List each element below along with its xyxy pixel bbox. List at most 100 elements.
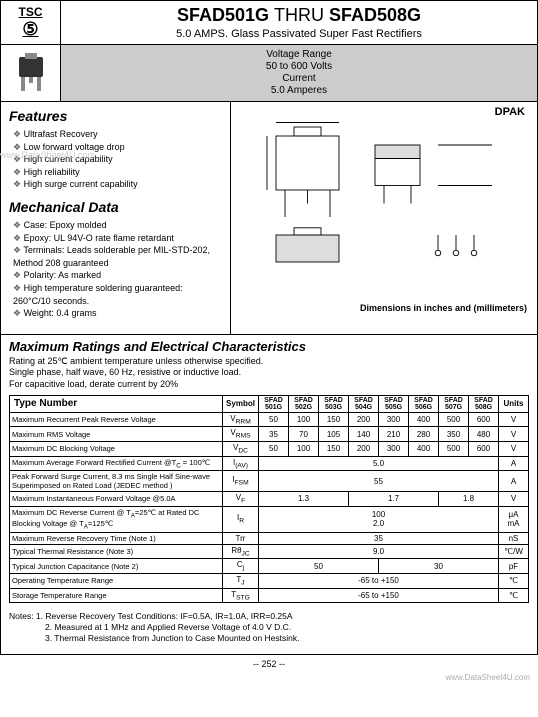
unit-cell: V <box>499 492 529 507</box>
unit-cell: ℃ <box>499 588 529 603</box>
dpak-label: DPAK <box>235 106 533 118</box>
table-header-row: Type NumberSymbolSFAD501GSFAD502GSFAD503… <box>10 395 529 412</box>
table-row: Maximum RMS VoltageVRMS35701051402102803… <box>10 427 529 442</box>
value-cell: 210 <box>379 427 409 442</box>
dimensions-note: Dimensions in inches and (millimeters) <box>235 301 533 315</box>
param-cell: Maximum Reverse Recovery Time (Note 1) <box>10 532 223 544</box>
value-cell: 5.0 <box>259 456 499 471</box>
table-row: Typical Thermal Resistance (Note 3)RθJC9… <box>10 544 529 559</box>
value-cell: -65 to +150 <box>259 573 499 588</box>
vr-value-2: 5.0 Amperes <box>65 85 533 97</box>
title-part-a: SFAD501G <box>177 5 269 25</box>
value-cell: 1002.0 <box>259 506 499 532</box>
symbol-cell: VF <box>223 492 259 507</box>
watermark-right: www.DataSheet4U.com <box>0 673 538 682</box>
value-cell: 140 <box>349 427 379 442</box>
table-row: Peak Forward Surge Current, 8.3 ms Singl… <box>10 471 529 492</box>
value-cell: 600 <box>469 412 499 427</box>
table-header-cell: Symbol <box>223 395 259 412</box>
footnotes: Notes: 1. Reverse Recovery Test Conditio… <box>1 607 537 654</box>
symbol-cell: Trr <box>223 532 259 544</box>
footnote-line: 2. Measured at 1 MHz and Applied Reverse… <box>9 622 529 633</box>
unit-cell: V <box>499 441 529 456</box>
table-row: Typical Junction Capacitance (Note 2)Cj5… <box>10 559 529 574</box>
list-item: Weight: 0.4 grams <box>9 307 222 320</box>
value-cell: 400 <box>409 412 439 427</box>
table-header-cell: SFAD504G <box>349 395 379 412</box>
param-cell: Storage Temperature Range <box>10 588 223 603</box>
symbol-cell: I(AV) <box>223 456 259 471</box>
header-row: TSC ⑤ SFAD501G THRU SFAD508G 5.0 AMPS. G… <box>1 1 537 45</box>
table-row: Maximum Instantaneous Forward Voltage @5… <box>10 492 529 507</box>
value-cell: 350 <box>439 427 469 442</box>
list-item: Ultrafast Recovery <box>9 128 222 141</box>
mechanical-list: Case: Epoxy moldedEpoxy: UL 94V-O rate f… <box>9 219 222 320</box>
value-cell: 150 <box>319 441 349 456</box>
list-item: High surge current capability <box>9 178 222 191</box>
table-row: Maximum Average Forward Rectified Curren… <box>10 456 529 471</box>
package-image-cell <box>1 45 61 101</box>
table-header-cell: SFAD505G <box>379 395 409 412</box>
symbol-cell: Cj <box>223 559 259 574</box>
value-cell: 35 <box>259 532 499 544</box>
table-row: Maximum Reverse Recovery Time (Note 1)Tr… <box>10 532 529 544</box>
subtitle: 5.0 AMPS. Glass Passivated Super Fast Re… <box>65 28 533 40</box>
ratings-title: Maximum Ratings and Electrical Character… <box>9 339 529 354</box>
table-header-cell: SFAD508G <box>469 395 499 412</box>
value-cell: 35 <box>259 427 289 442</box>
ratings-table: Type NumberSymbolSFAD501GSFAD502GSFAD503… <box>9 395 529 603</box>
unit-cell: pF <box>499 559 529 574</box>
value-cell: 9.0 <box>259 544 499 559</box>
table-body: Maximum Recurrent Peak Reverse VoltageVR… <box>10 412 529 602</box>
param-cell: Maximum Instantaneous Forward Voltage @5… <box>10 492 223 507</box>
value-cell: 1.3 <box>259 492 349 507</box>
symbol-cell: TSTG <box>223 588 259 603</box>
symbol-cell: VDC <box>223 441 259 456</box>
datasheet-page: TSC ⑤ SFAD501G THRU SFAD508G 5.0 AMPS. G… <box>0 0 538 655</box>
unit-cell: nS <box>499 532 529 544</box>
value-cell: 30 <box>379 559 499 574</box>
table-row: Operating Temperature RangeTJ-65 to +150… <box>10 573 529 588</box>
voltage-range-cell: Voltage Range 50 to 600 Volts Current 5.… <box>61 45 537 101</box>
ratings-section: Maximum Ratings and Electrical Character… <box>1 335 537 607</box>
footnote-line: Notes: 1. Reverse Recovery Test Conditio… <box>9 611 529 622</box>
param-cell: Typical Thermal Resistance (Note 3) <box>10 544 223 559</box>
title-part-b: SFAD508G <box>329 5 421 25</box>
unit-cell: μAmA <box>499 506 529 532</box>
value-cell: 150 <box>319 412 349 427</box>
param-cell: Maximum RMS Voltage <box>10 427 223 442</box>
logo-text: TSC <box>19 5 43 19</box>
param-cell: Maximum DC Blocking Voltage <box>10 441 223 456</box>
package-drawing-col: DPAK <box>231 102 537 334</box>
unit-cell: ℃ <box>499 573 529 588</box>
symbol-cell: VRRM <box>223 412 259 427</box>
mechanical-title: Mechanical Data <box>9 199 222 215</box>
page-number-value: 252 <box>261 659 276 669</box>
value-cell: 200 <box>349 441 379 456</box>
param-cell: Maximum Average Forward Rectified Curren… <box>10 456 223 471</box>
value-cell: 280 <box>409 427 439 442</box>
value-cell: 50 <box>259 559 379 574</box>
table-row: Maximum DC Blocking VoltageVDC5010015020… <box>10 441 529 456</box>
ratings-notes: Rating at 25℃ ambient temperature unless… <box>9 356 529 391</box>
param-cell: Operating Temperature Range <box>10 573 223 588</box>
value-cell: 500 <box>439 412 469 427</box>
page-title: SFAD501G THRU SFAD508G <box>65 5 533 26</box>
unit-cell: V <box>499 412 529 427</box>
table-header-cell: SFAD502G <box>289 395 319 412</box>
list-item: Terminals: Leads solderable per MIL-STD-… <box>9 244 222 269</box>
value-cell: -65 to +150 <box>259 588 499 603</box>
logo-icon: ⑤ <box>5 19 56 40</box>
value-cell: 50 <box>259 441 289 456</box>
symbol-cell: RθJC <box>223 544 259 559</box>
param-cell: Maximum DC Reverse Current @ TA=25℃ at R… <box>10 506 223 532</box>
value-cell: 200 <box>349 412 379 427</box>
title-thru: THRU <box>274 5 324 25</box>
value-cell: 1.8 <box>439 492 499 507</box>
value-cell: 500 <box>439 441 469 456</box>
watermark-left: www.DataSheet4U.com <box>0 150 95 160</box>
list-item: Polarity: As marked <box>9 269 222 282</box>
table-header-cell: SFAD503G <box>319 395 349 412</box>
unit-cell: V <box>499 427 529 442</box>
dpak-drawing <box>235 118 533 298</box>
